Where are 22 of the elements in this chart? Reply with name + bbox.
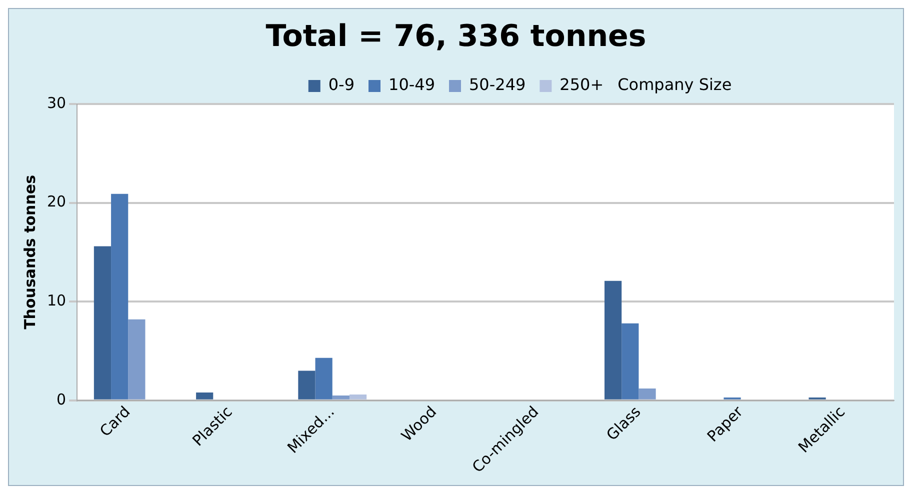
y-tick-label: 10 — [46, 292, 66, 310]
bar — [604, 280, 622, 400]
y-tick-label: 20 — [46, 192, 66, 211]
legend-label: 250+ — [560, 75, 604, 94]
bar — [128, 319, 146, 400]
bar — [622, 323, 639, 400]
legend-label: 50-249 — [469, 75, 526, 94]
bar — [638, 388, 656, 400]
y-axis-title: Thousands tonnes — [20, 174, 39, 330]
bar — [111, 194, 128, 400]
bar — [196, 392, 214, 400]
y-tick-label: 30 — [46, 94, 66, 112]
bar — [332, 395, 350, 400]
legend-title: Company Size — [618, 75, 732, 94]
bar — [94, 246, 112, 400]
legend-label: 0-9 — [328, 75, 355, 94]
bar — [315, 358, 332, 400]
legend-label: 10-49 — [388, 75, 436, 94]
chart-title: Total = 76, 336 tonnes — [266, 18, 646, 54]
bar — [298, 370, 316, 400]
bar — [349, 394, 367, 400]
y-tick-label: 0 — [56, 390, 66, 408]
